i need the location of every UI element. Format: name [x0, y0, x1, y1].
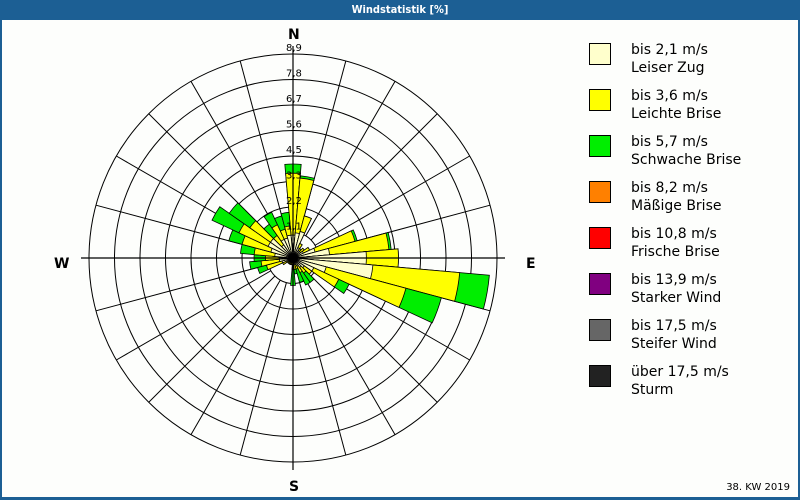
ring-label: 5,6	[286, 120, 302, 131]
grid-spoke	[148, 275, 276, 403]
legend-label: Mäßige Brise	[631, 198, 722, 214]
grid-spoke	[305, 81, 396, 237]
legend-swatch-icon	[589, 227, 611, 249]
legend-range: über 17,5 m/s	[631, 364, 729, 380]
compass-north-label: N	[288, 27, 300, 43]
ring-label: 6,7	[286, 94, 302, 105]
legend-label: Leichte Brise	[631, 106, 722, 122]
legend-label: Leiser Zug	[631, 60, 705, 76]
wind-rose-plot: 1,1 2,2 3,3 4,5 5,6 6,7 7,8 8,9	[81, 43, 505, 470]
grid-spoke	[116, 270, 272, 361]
legend-label: Frische Brise	[631, 244, 720, 260]
chart-title: Windstatistik [%]	[0, 0, 800, 20]
legend-swatch-icon	[589, 43, 611, 65]
grid-spoke	[95, 264, 269, 312]
legend-label: Schwache Brise	[631, 152, 742, 168]
legend-range: bis 2,1 m/s	[631, 42, 708, 58]
grid-spoke	[305, 279, 396, 435]
compass-south-label: S	[289, 479, 300, 495]
compass-east-label: E	[526, 256, 536, 272]
wind-sector-bar	[286, 234, 294, 259]
ring-label: 1,1	[286, 222, 302, 233]
grid-spoke	[299, 282, 347, 456]
legend-swatch-icon	[589, 89, 611, 111]
legend-label: Sturm	[631, 382, 674, 398]
legend-range: bis 3,6 m/s	[631, 88, 708, 104]
grid-spoke	[310, 275, 438, 403]
legend-swatch-icon	[589, 365, 611, 387]
ring-label: 3,3	[286, 171, 302, 182]
compass-west-label: W	[54, 256, 70, 272]
grid-spoke	[190, 279, 281, 435]
period-label: 38. KW 2019	[726, 482, 790, 493]
chart-panel: 1,1 2,2 3,3 4,5 5,6 6,7 7,8 8,9 N E S W bis 2,1…	[2, 20, 798, 497]
legend-range: bis 8,2 m/s	[631, 180, 708, 196]
grid-spoke	[310, 113, 438, 241]
legend-range: bis 17,5 m/s	[631, 318, 717, 334]
legend-label: Starker Wind	[631, 290, 722, 306]
legend-swatch-icon	[589, 273, 611, 295]
ring-label: 7,8	[286, 69, 302, 80]
grid-spoke	[239, 282, 287, 456]
legend-range: bis 5,7 m/s	[631, 134, 708, 150]
legend-range: bis 13,9 m/s	[631, 272, 717, 288]
legend-label: Steifer Wind	[631, 336, 717, 352]
ring-label: 8,9	[286, 43, 302, 54]
ring-label: 2,2	[286, 196, 302, 207]
legend-swatch-icon	[589, 135, 611, 157]
ring-label: 4,5	[286, 145, 302, 156]
legend-range: bis 10,8 m/s	[631, 226, 717, 242]
grid-spoke	[190, 81, 281, 237]
grid-spoke	[314, 155, 470, 246]
legend-swatch-icon	[589, 181, 611, 203]
legend-swatch-icon	[589, 319, 611, 341]
grid-spoke	[239, 60, 287, 234]
